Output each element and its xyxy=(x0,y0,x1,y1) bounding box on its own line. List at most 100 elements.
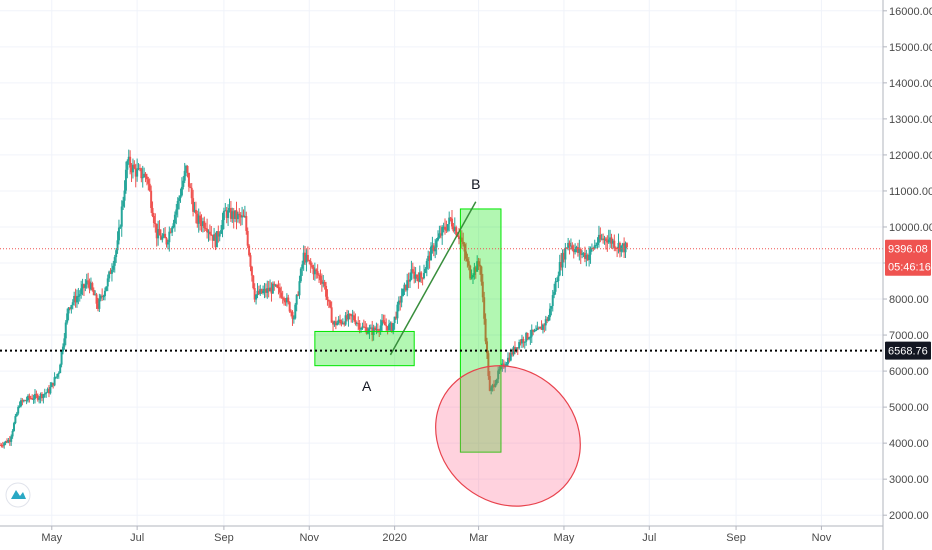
candle-body xyxy=(455,227,458,235)
candle-body xyxy=(88,281,91,290)
candle-body xyxy=(171,227,174,233)
annotation-ellipse xyxy=(435,365,581,507)
candle-body xyxy=(357,323,360,325)
candle-body xyxy=(525,333,528,342)
candle-body xyxy=(315,269,318,272)
candle-body xyxy=(95,294,98,304)
candle-body xyxy=(262,290,265,294)
candle-body xyxy=(33,393,36,399)
candle-body xyxy=(81,284,84,289)
candle-body xyxy=(460,237,463,242)
candle-body xyxy=(449,217,452,219)
candle-body xyxy=(406,280,409,291)
candle-body xyxy=(492,384,495,387)
candle-body xyxy=(117,227,120,241)
candle-body xyxy=(557,275,560,282)
candle-body xyxy=(396,304,399,319)
candle-body xyxy=(369,327,372,329)
candle-body xyxy=(75,296,78,303)
candle-body xyxy=(410,269,413,280)
candle-body xyxy=(11,430,14,437)
candle-body xyxy=(134,168,137,177)
candle-body xyxy=(57,373,60,375)
candle-body xyxy=(298,281,301,296)
candle-body xyxy=(78,294,81,296)
candle-body xyxy=(15,413,18,417)
candle-body xyxy=(17,406,20,414)
candle-body xyxy=(613,240,616,248)
candle-body xyxy=(395,316,398,319)
candle-body xyxy=(59,364,62,374)
candle-body xyxy=(544,319,547,326)
candle-body xyxy=(416,274,419,278)
candle-body xyxy=(452,226,455,232)
candle-body xyxy=(462,241,465,245)
candle-body xyxy=(1,445,4,447)
candle-body xyxy=(585,255,588,259)
candle-body xyxy=(430,246,433,261)
candle-body xyxy=(172,223,175,228)
candle-body xyxy=(7,439,10,443)
candle-body xyxy=(304,252,307,263)
candle-body xyxy=(214,234,217,248)
candle-body xyxy=(215,231,218,248)
candle-body xyxy=(421,277,424,279)
candle-body xyxy=(248,245,251,256)
candle-body xyxy=(365,327,368,334)
candle-body xyxy=(361,326,364,329)
candle-body xyxy=(425,260,428,269)
candle-body xyxy=(8,439,11,442)
candle-body xyxy=(4,441,7,444)
candle-body xyxy=(582,252,585,254)
candle-body xyxy=(162,233,165,237)
candle-body xyxy=(543,324,546,326)
candle-body xyxy=(147,179,150,184)
candle-body xyxy=(397,300,400,305)
candle-body xyxy=(246,230,249,246)
candle-body xyxy=(141,177,144,179)
grid xyxy=(0,0,883,526)
candle-body xyxy=(527,338,530,340)
candle-body xyxy=(80,288,83,295)
candle-body xyxy=(508,357,511,361)
tradingview-logo-icon[interactable] xyxy=(5,482,31,508)
candle-body xyxy=(558,262,561,276)
candle-body xyxy=(491,384,494,388)
candle-body xyxy=(263,288,266,291)
candle-body xyxy=(488,376,491,391)
candle-body xyxy=(243,216,246,218)
candle-body xyxy=(575,247,578,250)
y-tick-label: 4000.00 xyxy=(889,438,929,450)
candle-body xyxy=(213,234,216,241)
candle-body xyxy=(131,164,134,173)
candle-body xyxy=(323,282,326,286)
candle-body xyxy=(299,268,302,282)
candle-body xyxy=(281,297,284,299)
candle-body xyxy=(105,286,108,291)
candle-body xyxy=(442,226,445,228)
candle-body xyxy=(308,259,311,262)
candle-body xyxy=(388,324,391,331)
candle-body xyxy=(224,210,227,212)
y-tick-label: 2000.00 xyxy=(889,510,929,522)
candle-body xyxy=(616,248,619,250)
candle-body xyxy=(169,231,172,233)
candle-body xyxy=(623,243,626,253)
horizontal-line-label: 6568.76 xyxy=(888,346,928,358)
candle-body xyxy=(276,284,279,288)
candle-body xyxy=(152,216,155,224)
candle-body xyxy=(186,165,189,173)
x-tick-label: Jul xyxy=(642,532,656,544)
candle-body xyxy=(32,398,35,400)
candle-body xyxy=(516,347,519,349)
candle-body xyxy=(61,346,64,352)
candle-body xyxy=(553,291,556,296)
candle-body xyxy=(274,284,277,286)
candle-body xyxy=(351,315,354,317)
candle-body xyxy=(432,245,435,252)
candle-body xyxy=(329,301,332,308)
candle-body xyxy=(227,210,230,218)
candle-body xyxy=(287,297,290,303)
candle-body xyxy=(291,311,294,319)
